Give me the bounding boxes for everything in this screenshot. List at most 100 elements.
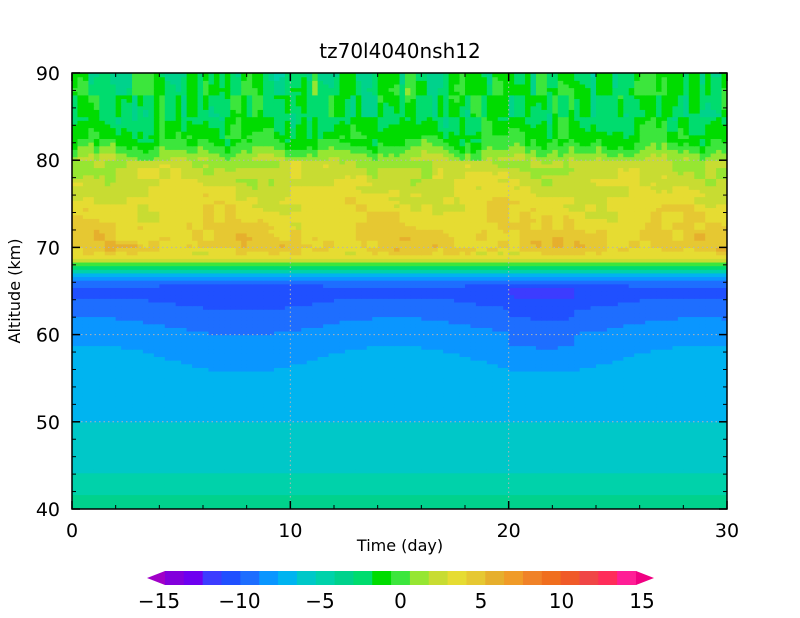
heatmap-cell	[497, 505, 504, 509]
heatmap-cell	[394, 476, 401, 481]
heatmap-cell	[77, 367, 84, 372]
heatmap-cell	[306, 450, 313, 456]
heatmap-cell	[181, 454, 188, 459]
heatmap-cell	[290, 505, 297, 509]
heatmap-cell	[350, 461, 357, 466]
heatmap-cell	[596, 429, 603, 434]
heatmap-cell	[295, 498, 302, 503]
heatmap-cell	[574, 472, 581, 477]
heatmap-cell	[525, 367, 532, 372]
heatmap-cell	[650, 381, 657, 387]
heatmap-cell	[672, 400, 679, 405]
heatmap-cell	[705, 490, 712, 496]
heatmap-cell	[557, 400, 564, 405]
heatmap-cell	[126, 367, 133, 372]
heatmap-cell	[454, 356, 461, 361]
heatmap-cell	[263, 432, 270, 437]
heatmap-cell	[219, 436, 226, 441]
heatmap-cell	[552, 439, 559, 445]
heatmap-cell	[601, 483, 608, 488]
heatmap-cell	[503, 421, 510, 427]
heatmap-cell	[432, 421, 439, 427]
heatmap-cell	[563, 360, 570, 365]
heatmap-cell	[661, 443, 668, 448]
heatmap-cell	[142, 494, 150, 499]
heatmap-cell	[153, 389, 160, 394]
heatmap-cell	[426, 381, 433, 387]
heatmap-cell	[590, 432, 597, 437]
heatmap-cell	[486, 498, 493, 503]
heatmap-cell	[454, 447, 461, 452]
heatmap-cell	[148, 392, 155, 397]
heatmap-cell	[470, 505, 477, 509]
heatmap-cell	[366, 479, 373, 485]
heatmap-cell	[241, 374, 248, 379]
heatmap-cell	[492, 461, 499, 466]
heatmap-cell	[683, 418, 690, 423]
heatmap-cell	[465, 469, 472, 474]
heatmap-cell	[694, 421, 701, 427]
heatmap-cell	[705, 432, 712, 437]
heatmap-cell	[596, 461, 603, 466]
heatmap-cell	[514, 407, 521, 412]
heatmap-cell	[99, 421, 106, 427]
heatmap-cell	[159, 483, 166, 488]
heatmap-cell	[716, 479, 723, 485]
heatmap-cell	[192, 385, 199, 390]
heatmap-cell	[585, 479, 592, 485]
heatmap-cell	[404, 483, 412, 488]
heatmap-cell	[443, 505, 450, 509]
heatmap-cell	[301, 498, 308, 503]
heatmap-cell	[164, 407, 171, 412]
heatmap-cell	[612, 429, 619, 434]
heatmap-cell	[295, 436, 302, 441]
heatmap-cell	[230, 396, 237, 401]
heatmap-cell	[661, 425, 668, 430]
heatmap-cell	[486, 370, 493, 376]
heatmap-cell	[563, 476, 570, 481]
heatmap-cell	[126, 454, 133, 459]
heatmap-cell	[164, 461, 171, 466]
heatmap-cell	[208, 439, 215, 445]
heatmap-cell	[568, 363, 575, 368]
heatmap-cell	[241, 421, 248, 427]
heatmap-cell	[377, 498, 384, 503]
heatmap-cell	[683, 465, 690, 470]
heatmap-cell	[268, 385, 275, 390]
heatmap-cell	[273, 432, 281, 437]
heatmap-cell	[514, 370, 521, 376]
heatmap-cell	[306, 367, 313, 372]
heatmap-cell	[475, 476, 482, 481]
heatmap-cell	[372, 447, 379, 452]
heatmap-cell	[153, 414, 160, 419]
heatmap-cell	[197, 501, 204, 506]
heatmap-cell	[590, 505, 597, 509]
heatmap-cell	[208, 479, 215, 485]
heatmap-cell	[546, 443, 553, 448]
heatmap-cell	[142, 367, 150, 372]
heatmap-cell	[175, 425, 182, 430]
heatmap-cell	[481, 378, 488, 383]
heatmap-cell	[137, 410, 144, 416]
heatmap-cell	[437, 378, 444, 383]
heatmap-cell	[525, 421, 532, 427]
heatmap-cell	[208, 429, 215, 434]
heatmap-cell	[394, 483, 401, 488]
heatmap-cell	[683, 458, 690, 463]
heatmap-cell	[164, 458, 171, 463]
heatmap-cell	[699, 505, 706, 509]
heatmap-cell	[650, 505, 657, 509]
heatmap-cell	[404, 414, 412, 419]
heatmap-cell	[279, 490, 286, 496]
heatmap-cell	[410, 487, 417, 492]
heatmap-cell	[448, 385, 455, 390]
heatmap-cell	[645, 418, 652, 423]
heatmap-cell	[268, 465, 275, 470]
heatmap-cell	[454, 465, 461, 470]
heatmap-cell	[301, 421, 308, 427]
heatmap-cell	[121, 360, 128, 365]
heatmap-cell	[617, 454, 624, 459]
heatmap-cell	[284, 450, 291, 456]
heatmap-cell	[246, 403, 253, 408]
heatmap-cell	[404, 429, 412, 434]
